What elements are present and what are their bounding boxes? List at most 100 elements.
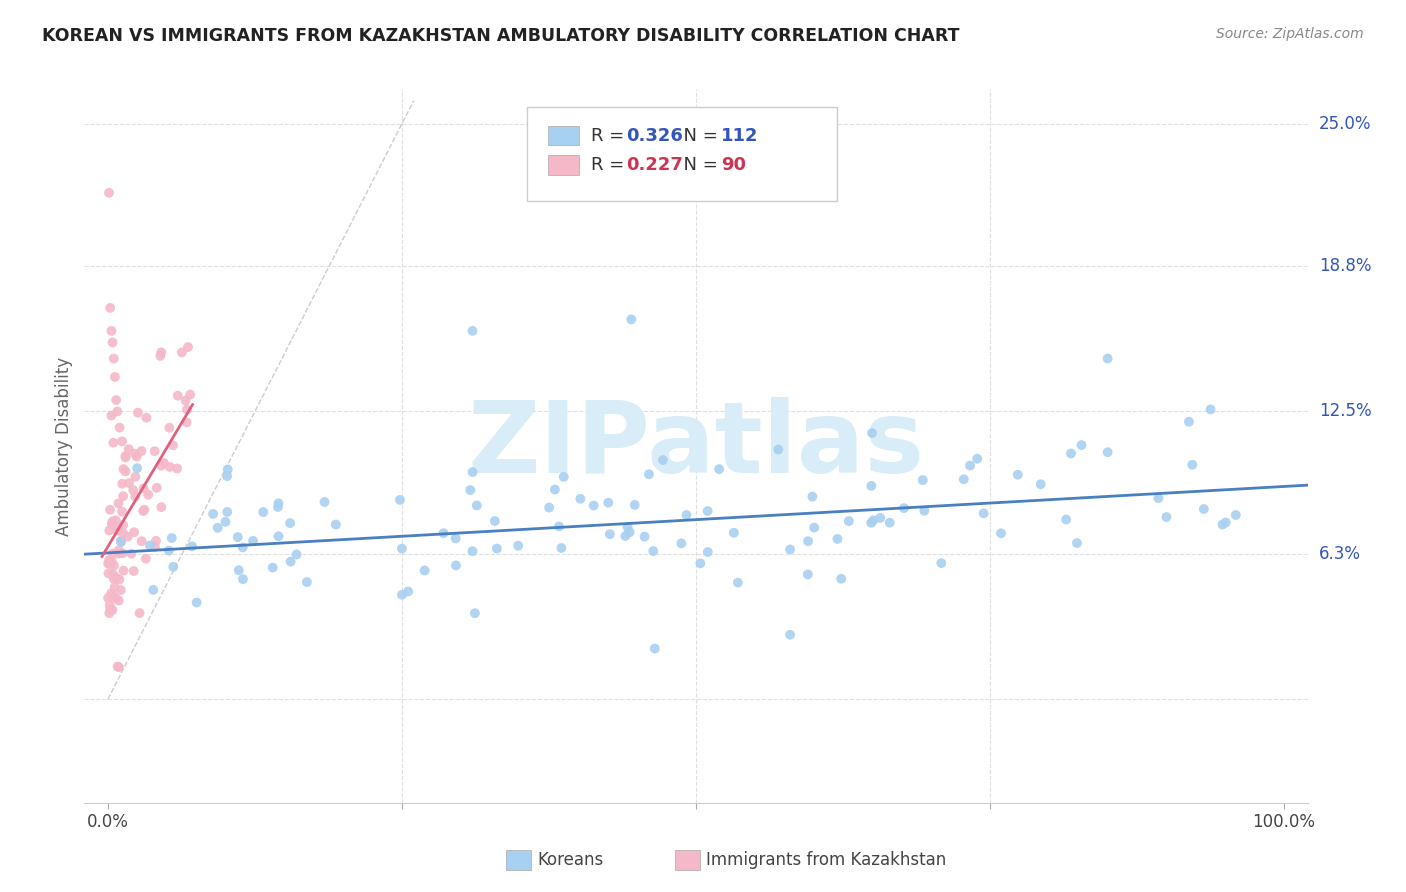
Point [159, 459, 181, 474]
Point [150, 500, 173, 515]
Point [128, 606, 150, 620]
Point [101, 547, 124, 561]
Point [98, 557, 121, 571]
Point [150, 345, 173, 359]
Point [262, 560, 284, 574]
Point [107, 593, 129, 607]
Point [107, 659, 129, 673]
Text: N =: N = [672, 156, 724, 174]
Point [779, 628, 801, 642]
Point [111, 476, 134, 491]
Point [214, 515, 236, 529]
Point [101, 588, 124, 602]
Point [181, 539, 204, 553]
Point [104, 580, 127, 594]
Point [461, 324, 484, 338]
Point [111, 546, 134, 560]
Point [860, 516, 883, 530]
Text: 6.3%: 6.3% [1319, 545, 1361, 563]
Point [990, 526, 1012, 541]
Point [973, 506, 995, 520]
Point [325, 517, 347, 532]
Point [122, 525, 145, 540]
Point [860, 479, 883, 493]
Point [391, 541, 413, 556]
Point [278, 516, 301, 530]
Point [114, 449, 136, 463]
Point [538, 500, 561, 515]
Point [803, 520, 825, 534]
Point [127, 461, 149, 475]
Point [444, 532, 467, 546]
Point [675, 508, 697, 522]
Text: 25.0%: 25.0% [1319, 115, 1371, 133]
Point [797, 567, 820, 582]
Point [295, 575, 318, 590]
Point [132, 504, 155, 518]
Point [110, 533, 132, 548]
Point [929, 556, 952, 570]
Point [100, 324, 122, 338]
Point [103, 435, 125, 450]
Point [544, 483, 567, 497]
Text: R =: R = [591, 127, 630, 145]
Point [232, 541, 254, 555]
Text: Koreans: Koreans [537, 851, 603, 869]
Point [105, 524, 128, 538]
Point [202, 507, 225, 521]
Point [103, 572, 125, 586]
Point [176, 416, 198, 430]
Point [396, 584, 419, 599]
Point [97, 566, 120, 581]
Point [232, 572, 254, 586]
Point [768, 442, 790, 457]
Point [98, 553, 121, 567]
Point [112, 526, 135, 541]
Point [461, 544, 484, 558]
Text: N =: N = [672, 127, 724, 145]
Point [651, 453, 673, 467]
Point [707, 462, 730, 476]
Point [550, 541, 572, 555]
Point [98, 301, 121, 315]
Point [801, 490, 824, 504]
Point [1147, 491, 1170, 505]
Point [110, 582, 132, 597]
Point [110, 535, 132, 549]
Point [952, 472, 974, 486]
Point [98, 502, 121, 516]
Point [598, 496, 620, 510]
Point [797, 534, 820, 549]
Point [616, 520, 638, 534]
Point [111, 434, 134, 449]
Point [136, 488, 159, 502]
Point [131, 534, 153, 549]
Point [179, 387, 201, 401]
Point [860, 425, 883, 440]
Point [177, 340, 200, 354]
Text: 12.5%: 12.5% [1319, 402, 1371, 420]
Point [114, 450, 136, 465]
Point [104, 513, 127, 527]
Point [869, 511, 891, 525]
Point [465, 499, 488, 513]
Point [176, 402, 198, 417]
Point [267, 496, 290, 510]
Point [120, 547, 142, 561]
Point [1070, 438, 1092, 452]
Point [157, 543, 180, 558]
Point [186, 596, 208, 610]
Point [1097, 351, 1119, 366]
Point [139, 539, 162, 553]
Point [118, 442, 141, 457]
Point [1225, 508, 1247, 522]
Point [101, 603, 124, 617]
Point [242, 533, 264, 548]
Point [162, 559, 184, 574]
Point [1199, 402, 1222, 417]
Point [1029, 477, 1052, 491]
Point [779, 542, 801, 557]
Point [160, 531, 183, 545]
Point [252, 505, 274, 519]
Point [830, 572, 852, 586]
